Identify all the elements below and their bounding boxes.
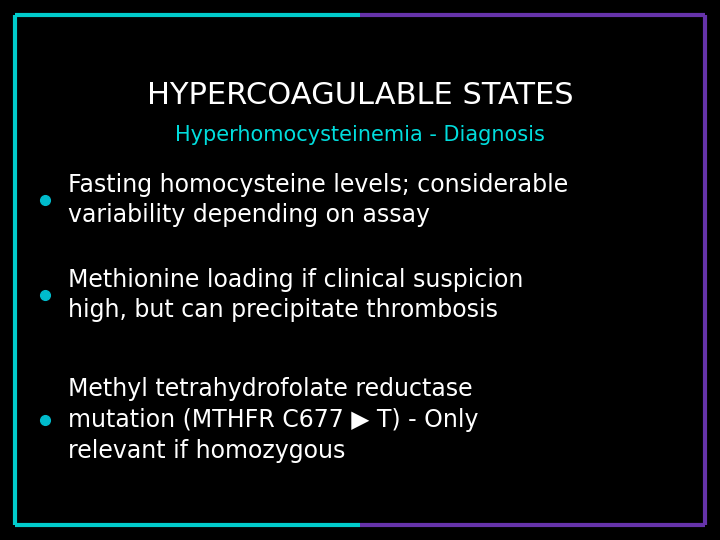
Text: Fasting homocysteine levels; considerable
variability depending on assay: Fasting homocysteine levels; considerabl… [68, 173, 568, 227]
Text: Methionine loading if clinical suspicion
high, but can precipitate thrombosis: Methionine loading if clinical suspicion… [68, 268, 523, 322]
Text: HYPERCOAGULABLE STATES: HYPERCOAGULABLE STATES [147, 80, 573, 110]
Text: Methyl tetrahydrofolate reductase
mutation (MTHFR C677 ▶ T) - Only
relevant if h: Methyl tetrahydrofolate reductase mutati… [68, 377, 479, 463]
Text: Hyperhomocysteinemia - Diagnosis: Hyperhomocysteinemia - Diagnosis [175, 125, 545, 145]
